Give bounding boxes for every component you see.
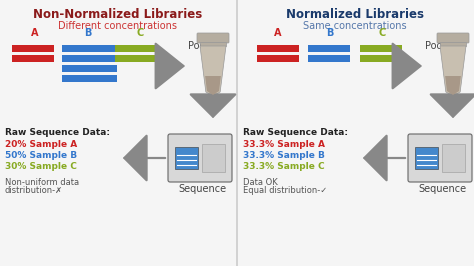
Bar <box>257 55 299 62</box>
Text: Non-uniform data: Non-uniform data <box>5 178 79 187</box>
Bar <box>308 55 350 62</box>
Bar <box>62 55 117 62</box>
Text: C: C <box>137 28 144 38</box>
Text: 33.3% Sample B: 33.3% Sample B <box>243 151 325 160</box>
Text: Same concentrations: Same concentrations <box>303 21 407 31</box>
Bar <box>442 144 465 172</box>
Text: Sequence: Sequence <box>418 184 466 194</box>
Text: Raw Sequence Data:: Raw Sequence Data: <box>5 128 110 137</box>
Bar <box>62 75 117 82</box>
Text: Normalized Libraries: Normalized Libraries <box>286 8 424 21</box>
Text: 30% Sample C: 30% Sample C <box>5 162 77 171</box>
Bar <box>115 55 157 62</box>
Text: Different concentrations: Different concentrations <box>58 21 177 31</box>
Text: Sequence: Sequence <box>178 184 226 194</box>
Text: A: A <box>274 28 282 38</box>
Text: 33.3% Sample C: 33.3% Sample C <box>243 162 325 171</box>
Bar <box>12 45 54 52</box>
Bar <box>415 147 438 169</box>
Text: B: B <box>84 28 91 38</box>
Text: Pool: Pool <box>188 41 208 51</box>
Text: Data OK: Data OK <box>243 178 278 187</box>
FancyBboxPatch shape <box>437 33 469 43</box>
Bar <box>360 45 402 52</box>
Text: 50% Sample B: 50% Sample B <box>5 151 77 160</box>
Bar <box>202 144 225 172</box>
FancyBboxPatch shape <box>408 134 472 182</box>
Bar <box>62 45 117 52</box>
Bar <box>62 65 117 72</box>
Bar <box>175 147 198 169</box>
Text: C: C <box>378 28 386 38</box>
Text: Pool: Pool <box>425 41 445 51</box>
Text: distribution-✗: distribution-✗ <box>5 186 63 195</box>
Text: 20% Sample A: 20% Sample A <box>5 140 77 149</box>
Text: Raw Sequence Data:: Raw Sequence Data: <box>243 128 348 137</box>
Text: 33.3% Sample A: 33.3% Sample A <box>243 140 325 149</box>
Bar <box>12 55 54 62</box>
Text: Non-Normalized Libraries: Non-Normalized Libraries <box>33 8 202 21</box>
Bar <box>115 45 157 52</box>
Bar <box>308 45 350 52</box>
Polygon shape <box>445 76 461 95</box>
Bar <box>360 55 402 62</box>
Polygon shape <box>205 76 221 95</box>
FancyBboxPatch shape <box>168 134 232 182</box>
FancyBboxPatch shape <box>197 33 229 43</box>
Polygon shape <box>200 46 226 96</box>
Text: B: B <box>326 28 334 38</box>
Bar <box>440 42 466 46</box>
Bar <box>200 42 226 46</box>
Polygon shape <box>440 46 466 96</box>
Text: A: A <box>31 28 39 38</box>
Text: Equal distribution-✓: Equal distribution-✓ <box>243 186 327 195</box>
Bar <box>257 45 299 52</box>
